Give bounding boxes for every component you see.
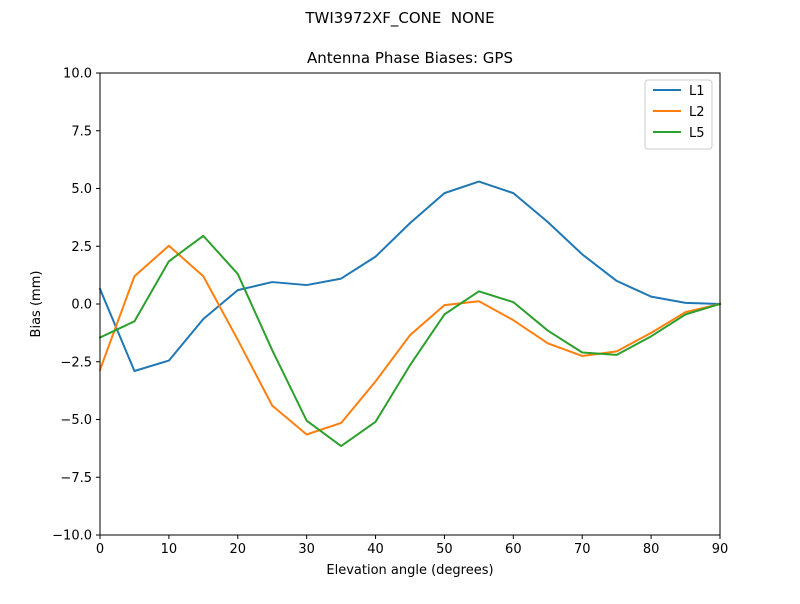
x-tick-label: 10 [161,542,178,557]
x-tick-label: 50 [436,542,453,557]
x-tick-label: 30 [298,542,315,557]
x-tick-label: 80 [643,542,660,557]
legend: L1 L2 L5 [644,79,713,150]
plot-area-frame [99,72,721,536]
legend-label-l2: L2 [689,105,705,120]
series-line-l2 [98,244,722,436]
x-tick-label: 90 [712,542,729,557]
y-tick-label: 7.5 [71,124,92,139]
x-tick-label: 20 [230,542,247,557]
series-line-l5 [98,234,722,448]
chart-title: Antenna Phase Biases: GPS [307,49,513,67]
y-tick-label: −2.5 [60,355,92,370]
y-tick-label: −7.5 [60,471,92,486]
y-tick-label: −10.0 [52,529,92,544]
y-tick-label: 2.5 [71,240,92,255]
y-tick-label: 5.0 [71,182,92,197]
series-line-l1 [98,180,722,372]
legend-label-l5: L5 [689,126,705,141]
series-layer [98,180,722,448]
y-tick-label: 10.0 [63,67,92,82]
x-axis: 0 10 20 30 40 50 60 70 80 90 [96,535,728,557]
figure-suptitle: TWI3972XF_CONE NONE [305,9,495,27]
y-tick-label: −5.0 [60,413,92,428]
y-tick-label: 0.0 [71,298,92,313]
y-axis-label: Bias (mm) [29,271,44,338]
x-tick-label: 40 [367,542,384,557]
x-tick-label: 0 [96,542,104,557]
legend-label-l1: L1 [689,84,705,99]
x-axis-label: Elevation angle (degrees) [326,563,493,578]
x-tick-label: 60 [505,542,522,557]
x-tick-label: 70 [574,542,591,557]
y-axis: −10.0 −7.5 −5.0 −2.5 0.0 2.5 5.0 7.5 10.0 [52,67,100,544]
